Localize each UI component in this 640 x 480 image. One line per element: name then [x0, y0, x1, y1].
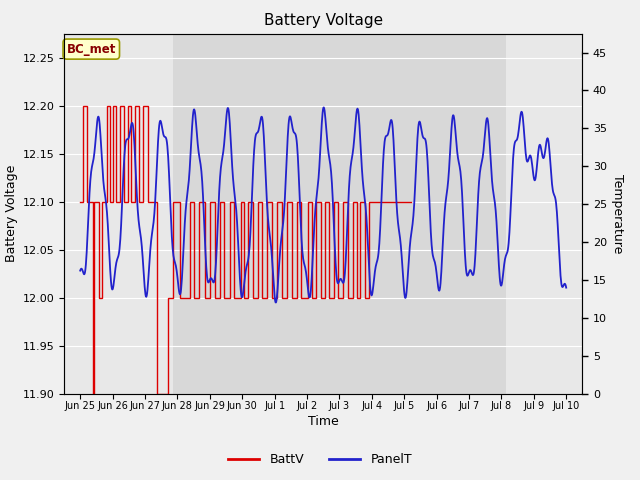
Text: BC_met: BC_met [67, 43, 116, 56]
X-axis label: Time: Time [308, 415, 339, 429]
Bar [173, 34, 506, 394]
Y-axis label: Battery Voltage: Battery Voltage [5, 165, 18, 262]
Title: Battery Voltage: Battery Voltage [264, 13, 383, 28]
Legend: BattV, PanelT: BattV, PanelT [223, 448, 417, 471]
Y-axis label: Temperature: Temperature [611, 174, 623, 253]
